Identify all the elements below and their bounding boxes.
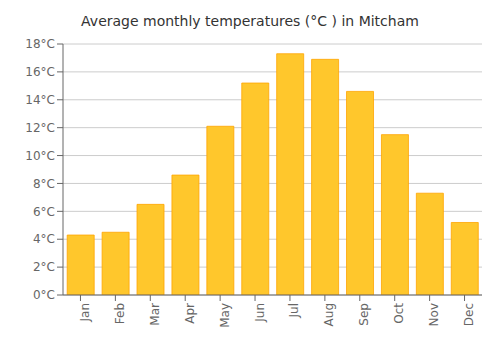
svg-text:10°C: 10°C [25,149,55,163]
svg-text:Jun: Jun [253,303,267,323]
html-text:Average monthly temperatures (: Average monthly temperatures (°C ) in Mi… [81,13,419,29]
svg-text:Jan: Jan [78,303,92,323]
svg-text:16°C: 16°C [25,65,55,79]
svg-text:Oct: Oct [392,303,406,324]
svg-text:Jul: Jul [287,303,301,318]
svg-text:Aug: Aug [322,303,336,326]
svg-text:6°C: 6°C [33,205,55,219]
svg-text:Nov: Nov [427,303,441,326]
svg-text:Apr: Apr [183,303,197,324]
svg-text:14°C: 14°C [25,93,55,107]
svg-text:2°C: 2°C [33,260,55,274]
svg-text:18°C: 18°C [25,37,55,51]
svg-text:12°C: 12°C [25,121,55,135]
svg-text:Mar: Mar [148,303,162,326]
svg-text:Dec: Dec [462,303,476,326]
svg-text:Feb: Feb [113,303,127,324]
svg-text:4°C: 4°C [33,232,55,246]
svg-text:8°C: 8°C [33,177,55,191]
svg-text:0°C: 0°C [33,288,55,302]
svg-text:Sep: Sep [357,303,371,326]
svg-text:May: May [218,303,232,328]
